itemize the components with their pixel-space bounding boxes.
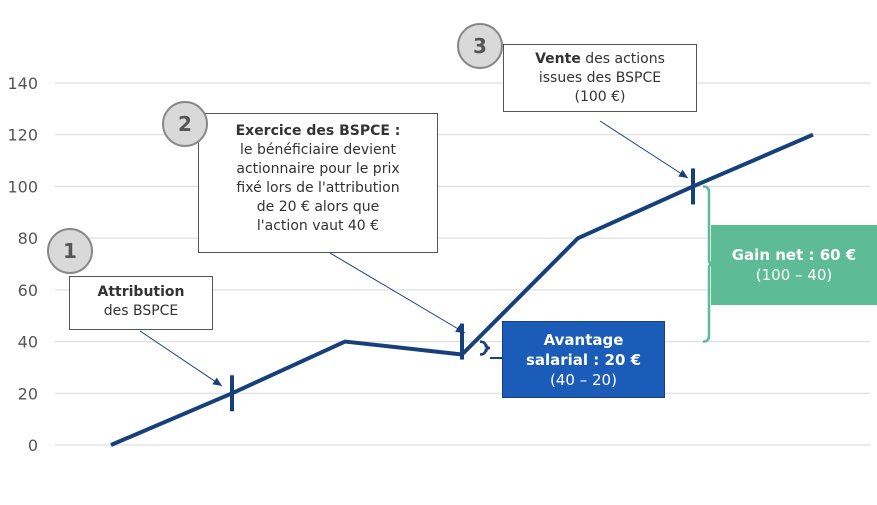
pointer-arrowhead xyxy=(678,169,688,178)
step-3-box: Vente des actions issues des BSPCE (100 … xyxy=(503,44,697,112)
employee-benefit-title-line1: Avantage xyxy=(543,330,624,349)
y-tick-label: 140 xyxy=(7,74,38,93)
net-gain-callout: Gain net : 60 € (100 – 40) xyxy=(711,225,877,305)
step-1-text: des BSPCE xyxy=(103,303,179,319)
employee-benefit-title-line2: salarial : 20 € xyxy=(525,350,642,369)
employee-benefit-callout: Avantage salarial : 20 € (40 – 20) xyxy=(502,321,665,398)
step-3-title: Vente xyxy=(535,51,581,67)
step-1-title: Attribution xyxy=(97,284,185,300)
step-1-number: 1 xyxy=(63,239,77,263)
step-2-title: Exercice des BSPCE : xyxy=(235,123,401,139)
y-axis-tick-labels: 0 20 40 60 80 100 120 140 xyxy=(7,74,38,455)
net-gain-title: Gain net : 60 € xyxy=(731,246,857,264)
step-3-line: (100 €) xyxy=(574,89,626,105)
employee-benefit-detail: (40 – 20) xyxy=(550,370,617,389)
pointer-line xyxy=(139,330,223,387)
step-3-number-badge: 3 xyxy=(457,23,503,69)
pointer-arrowhead xyxy=(212,377,222,386)
pointer-line xyxy=(329,252,466,334)
net-gain-detail: (100 – 40) xyxy=(755,266,833,284)
step-2-line: fixé lors de l'attribution xyxy=(236,180,400,196)
step-2-line: le bénéficiaire devient xyxy=(240,142,396,158)
y-tick-label: 120 xyxy=(7,126,38,145)
step-2-line: de 20 € alors que xyxy=(256,199,380,215)
step-1-number-badge: 1 xyxy=(47,228,93,274)
y-tick-label: 0 xyxy=(28,436,38,455)
step-2-number-badge: 2 xyxy=(162,101,208,147)
step-3-line: issues des BSPCE xyxy=(538,70,662,86)
pointer-line xyxy=(599,120,689,179)
step-2-line: actionnaire pour le prix xyxy=(236,161,400,177)
step-2-box: Exercice des BSPCE : le bénéficiaire dev… xyxy=(198,113,438,253)
employee-benefit-bracket xyxy=(479,340,491,356)
step-3-title-rest: des actions xyxy=(580,51,665,67)
step-3-number: 3 xyxy=(473,34,487,58)
y-tick-label: 80 xyxy=(18,229,38,248)
y-tick-label: 20 xyxy=(18,384,38,403)
step-2-line: l'action vaut 40 € xyxy=(256,218,380,234)
y-tick-label: 60 xyxy=(18,281,38,300)
event-markers xyxy=(230,168,695,412)
step-1-box: Attribution des BSPCE xyxy=(69,276,213,330)
y-tick-label: 40 xyxy=(18,333,38,352)
step-2-number: 2 xyxy=(178,112,192,136)
y-tick-label: 100 xyxy=(7,177,38,196)
